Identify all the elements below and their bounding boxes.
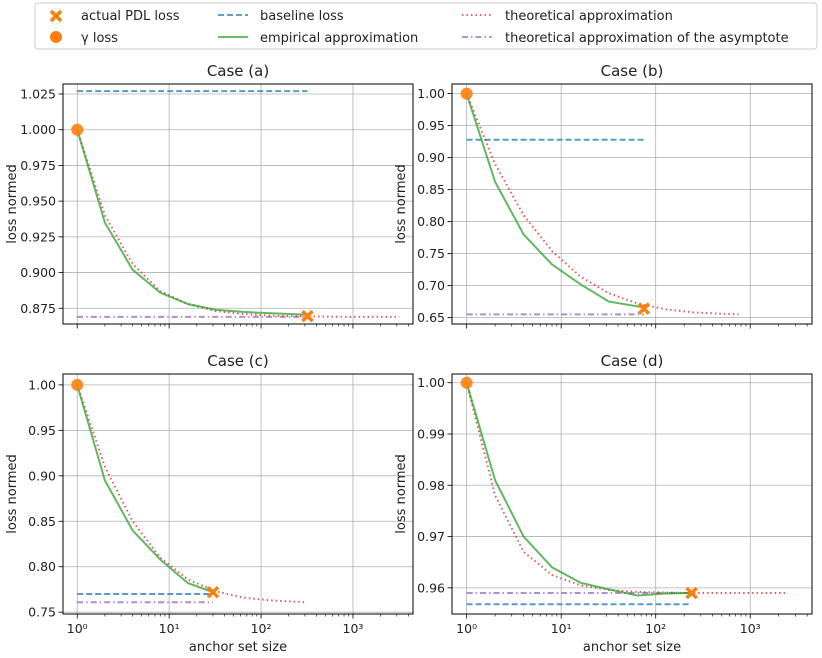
plot-area [452, 84, 812, 324]
chart-title: Case (c) [207, 352, 268, 370]
legend-label: baseline loss [260, 9, 344, 24]
y-tick-label: 0.97 [417, 529, 445, 544]
circle-marker-icon [50, 31, 62, 43]
chart-title: Case (a) [207, 62, 269, 80]
gamma-loss-point [460, 376, 473, 389]
x-axis-label: anchor set size [189, 640, 287, 655]
chart-title: Case (b) [601, 62, 664, 80]
y-tick-label: 1.025 [20, 87, 56, 102]
x-tick-label: 10¹ [551, 621, 572, 636]
y-tick-label: 1.000 [20, 122, 56, 137]
gamma-loss-point [71, 123, 84, 136]
chart-panel-b: 0.65 0.70 0.75 0.80 0.85 0.90 0.95 1.00 Case (b)… [394, 62, 813, 329]
y-tick-label: 0.875 [20, 301, 56, 316]
plot-area [63, 84, 413, 324]
gamma-loss-point [71, 378, 84, 391]
x-tick-label: 10¹ [159, 621, 180, 636]
legend-label: theoretical approximation [505, 9, 673, 24]
actual-pdl-loss-point [301, 309, 314, 323]
legend: actual PDL loss γ loss baseline loss emp… [34, 2, 818, 50]
x-tick-label: 10⁰ [456, 621, 477, 636]
y-tick-label: 0.950 [20, 194, 56, 209]
legend-item-empirical-approximation: empirical approximation [218, 31, 418, 46]
y-tick-label: 0.75 [28, 605, 56, 620]
y-axis-label: loss normed [394, 164, 409, 243]
plot-frame [451, 83, 813, 325]
empirical-approximation-line [76, 384, 214, 594]
chart-panel-d: 10⁰ 10¹ 10² 10³ 0.96 0.97 0.98 0.99 1.00 Case (d)… [394, 352, 813, 655]
y-tick-label: 1.00 [28, 377, 56, 392]
empirical-approximation-line [76, 129, 308, 316]
legend-label: actual PDL loss [81, 9, 180, 24]
plot-area [63, 374, 413, 614]
y-tick-label: 0.80 [417, 214, 445, 229]
legend-item-theoretical-approximation: theoretical approximation [462, 9, 673, 24]
y-tick-label: 0.85 [417, 182, 445, 197]
y-tick-label: 1.00 [417, 86, 445, 101]
actual-pdl-loss-point [206, 585, 220, 599]
theoretical-approximation-line [76, 129, 400, 318]
y-tick-label: 0.98 [417, 478, 445, 493]
y-tick-label: 0.70 [417, 278, 445, 293]
x-tick-label: 10³ [343, 621, 364, 636]
gamma-loss-point [460, 87, 473, 100]
plot-frame [451, 373, 813, 615]
x-axis-label: anchor set size [583, 640, 681, 655]
legend-item-gamma-loss: γ loss [50, 31, 118, 46]
y-tick-label: 0.900 [20, 265, 56, 280]
empirical-approximation-line [465, 382, 692, 597]
x-tick-label: 10² [645, 621, 666, 636]
y-tick-label: 0.975 [20, 158, 56, 173]
chart-title: Case (d) [601, 352, 664, 370]
y-tick-label: 0.65 [417, 310, 445, 325]
y-tick-label: 0.95 [417, 118, 445, 133]
y-tick-label: 0.95 [28, 423, 56, 438]
legend-item-baseline-loss: baseline loss [218, 9, 344, 24]
y-tick-label: 0.90 [28, 468, 56, 483]
legend-label: theoretical approximation of the asympto… [505, 31, 789, 46]
actual-pdl-loss-point [685, 586, 698, 600]
chart-panel-a: 0.875 0.900 0.925 0.950 0.975 1.000 1.025 Case … [5, 62, 414, 329]
y-tick-label: 0.85 [28, 514, 56, 529]
plot-frame [62, 373, 414, 615]
plot-frame [62, 83, 414, 325]
y-tick-label: 0.96 [417, 580, 445, 595]
x-tick-label: 10² [251, 621, 272, 636]
legend-label: empirical approximation [260, 31, 418, 46]
legend-item-asymptote: theoretical approximation of the asympto… [462, 31, 789, 46]
y-axis-label: loss normed [5, 454, 20, 533]
chart-panel-c: 10⁰ 10¹ 10² 10³ 0.75 0.80 0.85 0.90 0.95 1.00 Case… [5, 352, 414, 655]
y-tick-label: 0.90 [417, 150, 445, 165]
legend-item-actual-pdl-loss: actual PDL loss [49, 9, 180, 24]
y-axis-label: loss normed [5, 164, 20, 243]
y-tick-label: 0.925 [20, 229, 56, 244]
empirical-approximation-line [465, 93, 645, 309]
plot-area [452, 374, 812, 614]
y-tick-label: 0.75 [417, 246, 445, 261]
actual-pdl-loss-point [637, 302, 651, 315]
y-tick-label: 0.80 [28, 559, 56, 574]
y-tick-label: 0.99 [417, 427, 445, 442]
x-marker-icon [49, 9, 63, 23]
x-tick-label: 10³ [740, 621, 761, 636]
x-tick-label: 10⁰ [67, 621, 88, 636]
y-axis-label: loss normed [394, 454, 409, 533]
y-tick-label: 1.00 [417, 375, 445, 390]
legend-label: γ loss [81, 31, 118, 46]
